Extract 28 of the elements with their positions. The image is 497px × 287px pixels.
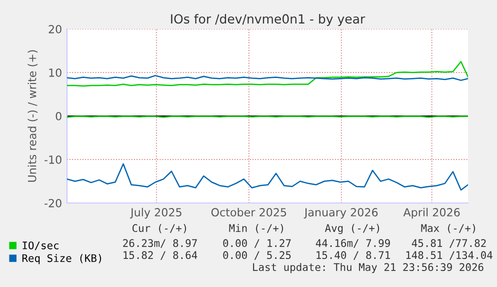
text: 45.81 /77.82 (412, 239, 486, 248)
text: 15.40 / 8.71 (316, 251, 390, 260)
line-series (67, 163, 468, 191)
text: Last update: Thu May 21 23:56:39 2026 (253, 262, 484, 274)
legend-label: Req Size (KB) (22, 254, 102, 264)
y-tick-label: 10 (49, 68, 62, 77)
x-tick-label: April 2026 (403, 208, 460, 219)
text: 148.51 /134.04 (406, 251, 492, 260)
x-tick-label: July 2025 (130, 208, 182, 219)
y-axis-title: Units read (-) / write (+) (28, 50, 38, 182)
line-series (67, 61, 468, 87)
text: 0.00 / 1.27 (223, 239, 291, 248)
text: Max (-/+) (421, 224, 476, 234)
y-tick-label: -20 (44, 198, 62, 208)
y-tick-label: -10 (44, 155, 62, 164)
y-tick-label: 0 (56, 112, 62, 120)
text: 26.23m/ 8.97 (123, 239, 197, 248)
text: 0.00 / 5.25 (223, 251, 291, 260)
legend-label: IO/sec (22, 241, 58, 250)
x-tick-label: October 2025 (211, 208, 286, 216)
chart-title: IOs for /dev/nvme0n1 - by year (171, 14, 366, 26)
x-tick-label: January 2026 (304, 208, 378, 219)
text: Cur (-/+) (132, 224, 186, 234)
text: 15.82 / 8.64 (124, 251, 198, 260)
y-tick-label: 20 (48, 24, 62, 34)
text: 44.16m/ 7.99 (316, 239, 390, 248)
text: Avg (-/+) (324, 224, 380, 234)
text: Min (-/+) (229, 224, 284, 234)
